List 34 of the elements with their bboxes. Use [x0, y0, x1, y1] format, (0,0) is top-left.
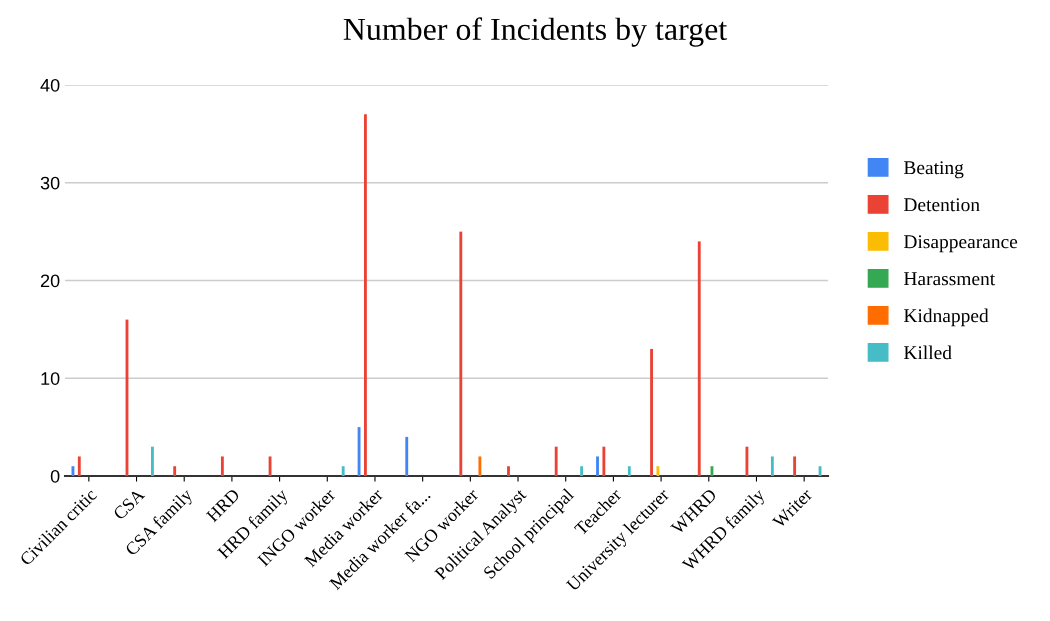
bar: [656, 466, 660, 476]
y-tick-label: 10: [41, 372, 60, 385]
bar: [151, 446, 154, 476]
bar: [357, 427, 361, 476]
bar: [650, 348, 653, 476]
bar: [507, 466, 510, 476]
bar: [602, 446, 606, 476]
legend-label: Harassment: [903, 272, 996, 286]
bar: [173, 466, 177, 476]
bar: [77, 456, 81, 476]
legend-label: Detention: [903, 198, 980, 212]
bar: [459, 231, 463, 476]
bar: [770, 456, 774, 476]
legend-label: Kidnapped: [903, 308, 989, 327]
legend-label: Killed: [903, 345, 952, 360]
y-tick-label: 30: [40, 176, 60, 190]
y-tick-label: 0: [50, 469, 60, 483]
bar: [793, 456, 797, 476]
bar: [364, 114, 367, 476]
bar: [627, 466, 631, 476]
bar: [596, 456, 599, 476]
legend-label: Disappearance: [903, 235, 1018, 253]
y-tick-label: 40: [40, 78, 60, 92]
y-tick-label: 20: [40, 274, 60, 288]
legend-label: Beating: [903, 161, 964, 179]
x-tick-label: CSA: [112, 487, 146, 521]
chart-title: Number of Incidents by target: [343, 17, 728, 47]
bar: [220, 456, 224, 476]
bar: [405, 436, 409, 476]
bar: [341, 466, 345, 476]
bar: [554, 446, 558, 476]
bar: [697, 241, 701, 476]
bar: [478, 456, 482, 476]
bar: [580, 466, 584, 476]
